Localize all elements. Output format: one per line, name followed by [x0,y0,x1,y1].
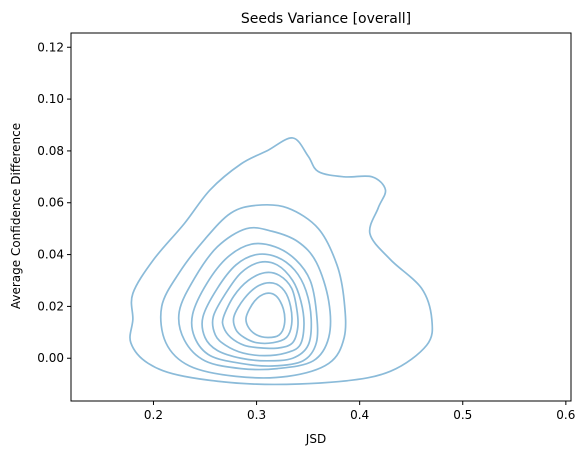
x-tick-label: 0.3 [247,408,266,422]
y-tick-label: 0.04 [37,248,64,262]
x-tick-label: 0.5 [453,408,472,422]
contour-level-6 [211,260,305,357]
x-tick-label: 0.4 [350,408,369,422]
y-axis-label: Average Confidence Difference [9,123,23,309]
contour-level-7 [221,271,299,350]
y-tick-label: 0.10 [37,92,64,106]
contour-level-5 [201,253,313,362]
x-axis-label: JSD [305,432,326,446]
y-axis: 0.00 0.02 0.04 0.06 0.08 0.10 0.12 [37,40,71,365]
contour-level-4 [190,242,319,367]
y-tick-label: 0.08 [37,144,64,158]
contour-level-1 [129,137,434,386]
contour-level-2 [159,203,347,379]
chart-title: Seeds Variance [overall] [241,11,411,27]
y-tick-label: 0.02 [37,299,64,313]
contour-level-9 [245,292,286,339]
y-tick-label: 0.12 [37,40,64,54]
x-tick-label: 0.2 [144,408,163,422]
contour-level-8 [232,281,293,345]
x-tick-label: 0.6 [556,408,575,422]
y-tick-label: 0.00 [37,351,64,365]
x-axis: 0.2 0.3 0.4 0.5 0.6 [144,401,575,422]
y-tick-label: 0.06 [37,196,64,210]
plot-frame [70,32,572,402]
contours-layer [129,137,434,386]
contour-level-3 [177,226,332,371]
